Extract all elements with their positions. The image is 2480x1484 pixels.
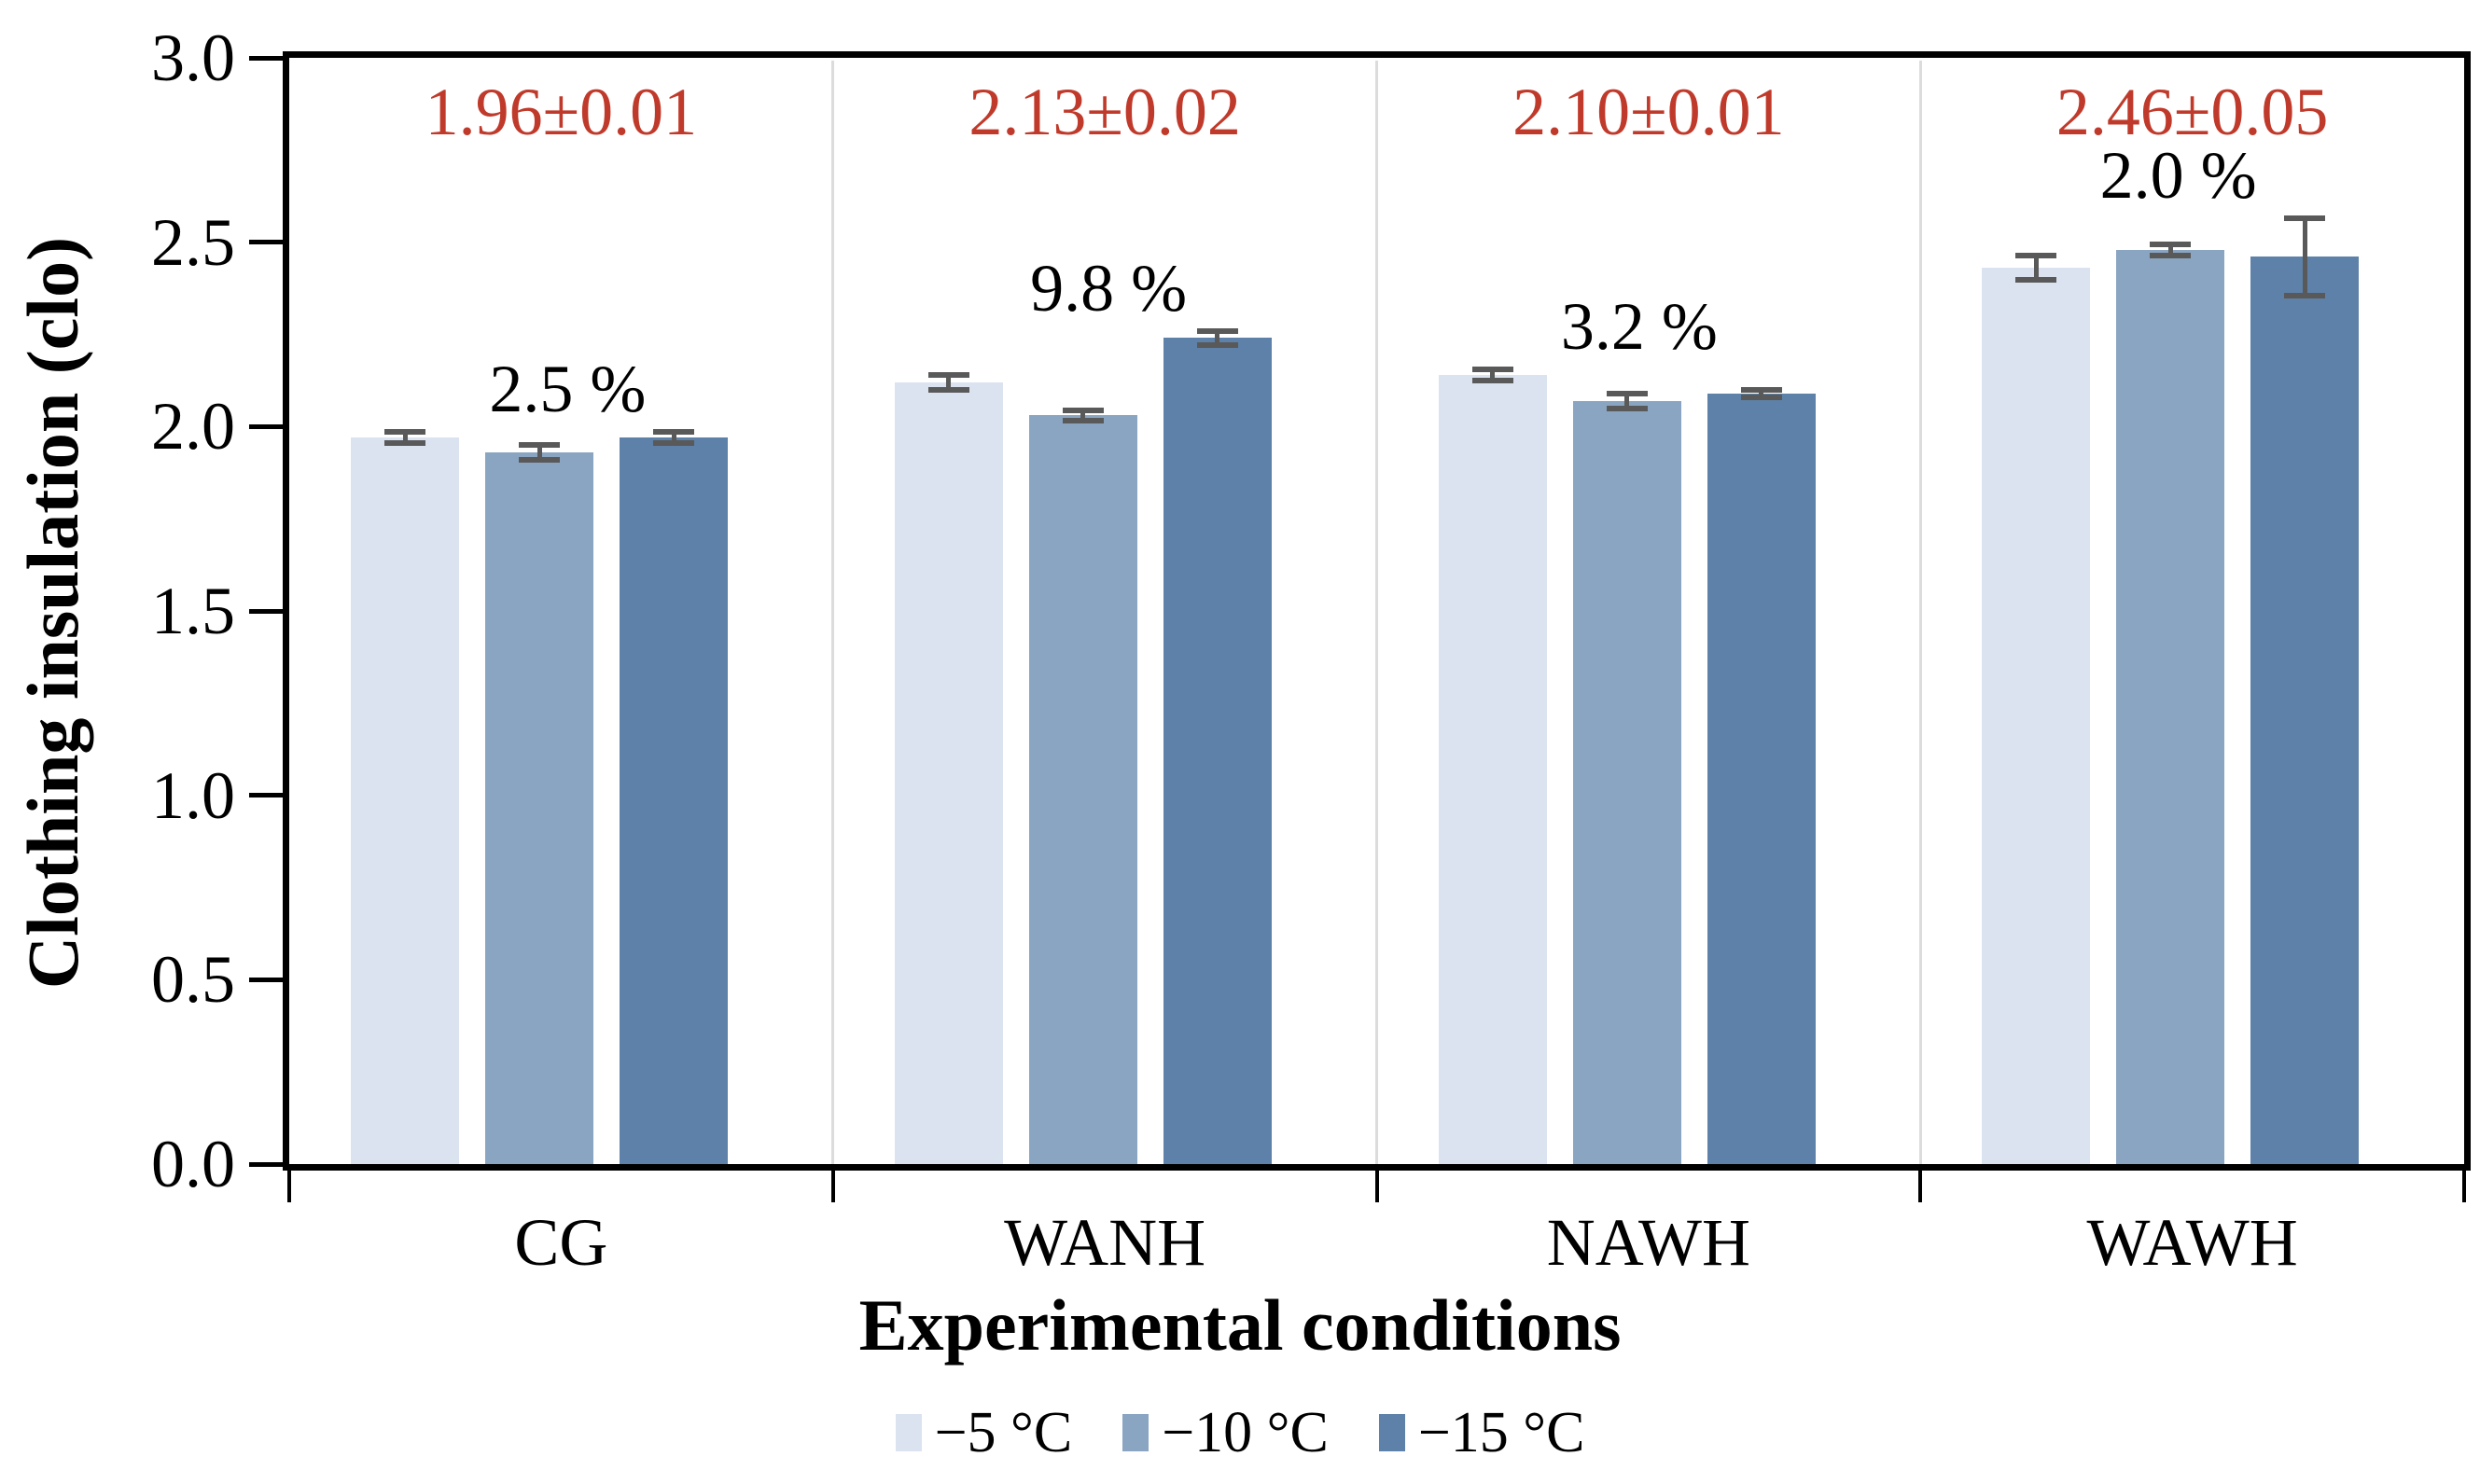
error-bar-line (1759, 389, 1763, 397)
error-bar-line (402, 432, 408, 444)
legend-swatch-icon (1122, 1414, 1149, 1451)
group-range-annotation: 2.5 % (489, 352, 647, 427)
bar-NAWH-1 (1438, 374, 1547, 1164)
y-axis-tick (249, 55, 283, 61)
x-axis-title: Experimental conditions (858, 1284, 1622, 1366)
legend-label: −10 °C (1162, 1401, 1329, 1464)
x-axis-boundary-tick (1374, 1171, 1379, 1202)
panel-divider-line (1918, 61, 1922, 1164)
group-mean-annotation: 2.46±0.05 (2055, 75, 2329, 149)
error-bar-cap-bottom (519, 456, 560, 463)
bar-WANH-2 (1028, 415, 1137, 1164)
bar-WANH-1 (894, 381, 1003, 1164)
error-bar-cap-top (1606, 390, 1648, 396)
bar-WAWH-1 (1982, 268, 2091, 1164)
error-bar-line (2302, 217, 2307, 296)
error-bar-cap-top (653, 429, 694, 436)
y-axis-tick (249, 423, 283, 429)
error-bar-cap-bottom (2015, 277, 2057, 284)
error-bar-cap-top (519, 442, 560, 449)
x-axis-boundary-tick (830, 1171, 835, 1202)
error-bar-line (2167, 243, 2173, 256)
error-bar-line (671, 432, 676, 444)
x-category-label: WANH (1004, 1205, 1206, 1280)
plot-border (283, 51, 2471, 1171)
legend-label: −15 °C (1417, 1401, 1585, 1464)
error-bar-cap-top (2284, 215, 2326, 221)
y-axis-tick-label: 2.5 (151, 204, 235, 280)
error-bar-cap-bottom (1471, 377, 1513, 383)
y-axis-tick-label: 1.5 (151, 574, 235, 648)
error-bar-cap-top (2150, 241, 2192, 247)
error-bar-cap-bottom (1740, 394, 1782, 400)
group-mean-annotation: 2.13±0.02 (968, 75, 1241, 149)
error-bar-line (1215, 330, 1220, 346)
legend-item: −5 °C (895, 1401, 1073, 1464)
error-bar-line (946, 374, 952, 390)
panel-divider-line (831, 61, 835, 1164)
y-axis-tick-label: 1.0 (151, 757, 235, 833)
y-axis-tick (249, 240, 283, 245)
error-bar-cap-top (1471, 367, 1513, 373)
bar-NAWH-2 (1572, 400, 1681, 1164)
error-bar-line (2033, 256, 2039, 281)
error-bar-cap-bottom (384, 440, 425, 447)
error-bar-cap-top (1740, 386, 1782, 393)
error-bar-cap-bottom (653, 440, 694, 447)
legend: −5 °C −10 °C −15 °C (0, 1394, 2480, 1472)
error-bar-cap-bottom (1196, 342, 1238, 349)
group-range-annotation: 2.0 % (2099, 137, 2257, 213)
y-axis-tick-label: 3.0 (151, 21, 235, 95)
error-bar-line (1490, 369, 1495, 381)
y-axis-tick-label: 0.0 (151, 1127, 235, 1201)
group-mean-annotation: 2.10±0.01 (1512, 75, 1785, 149)
y-axis-tick (249, 608, 283, 614)
group-mean-annotation: 1.96±0.01 (425, 75, 698, 149)
y-axis-tick (249, 793, 283, 798)
y-axis-tick-label: 0.5 (151, 942, 235, 1018)
error-bar-cap-top (1196, 327, 1238, 334)
x-axis-boundary-tick (1918, 1171, 1923, 1202)
y-axis-tick (249, 1161, 283, 1167)
group-range-annotation: 9.8 % (1030, 250, 1188, 326)
error-bar-line (1624, 393, 1629, 409)
bar-CG-1 (351, 437, 459, 1164)
error-bar-cap-bottom (927, 386, 969, 393)
error-bar-cap-bottom (1606, 405, 1648, 411)
bar-WAWH-3 (2250, 257, 2360, 1164)
legend-item: −15 °C (1378, 1401, 1585, 1464)
x-category-label: NAWH (1546, 1205, 1750, 1280)
error-bar-cap-bottom (2284, 292, 2326, 298)
bar-CG-2 (485, 452, 593, 1164)
bar-CG-3 (620, 437, 728, 1164)
error-bar-cap-bottom (1062, 418, 1104, 424)
legend-item: −10 °C (1122, 1404, 1329, 1462)
y-axis-tick (249, 977, 283, 982)
x-axis-boundary-tick (287, 1171, 291, 1202)
legend-label: −5 °C (934, 1401, 1073, 1464)
error-bar-cap-bottom (2150, 252, 2192, 258)
x-axis-boundary-tick (2462, 1171, 2466, 1202)
error-bar-cap-top (1062, 407, 1104, 413)
error-bar-cap-top (927, 371, 969, 378)
error-bar-line (1080, 409, 1086, 422)
x-category-label: CG (514, 1205, 608, 1280)
error-bar-cap-top (384, 429, 425, 436)
x-category-label: WAWH (2086, 1205, 2298, 1280)
bar-WAWH-2 (2116, 249, 2225, 1164)
error-bar-cap-top (2015, 253, 2057, 259)
legend-swatch-icon (895, 1414, 922, 1451)
legend-swatch-icon (1378, 1414, 1405, 1451)
error-bar-line (536, 445, 542, 460)
group-range-annotation: 3.2 % (1560, 289, 1718, 365)
bar-NAWH-3 (1707, 393, 1816, 1164)
panel-divider-line (1375, 61, 1378, 1164)
bar-WANH-3 (1163, 338, 1272, 1164)
y-axis-tick-label: 2.0 (151, 389, 235, 465)
